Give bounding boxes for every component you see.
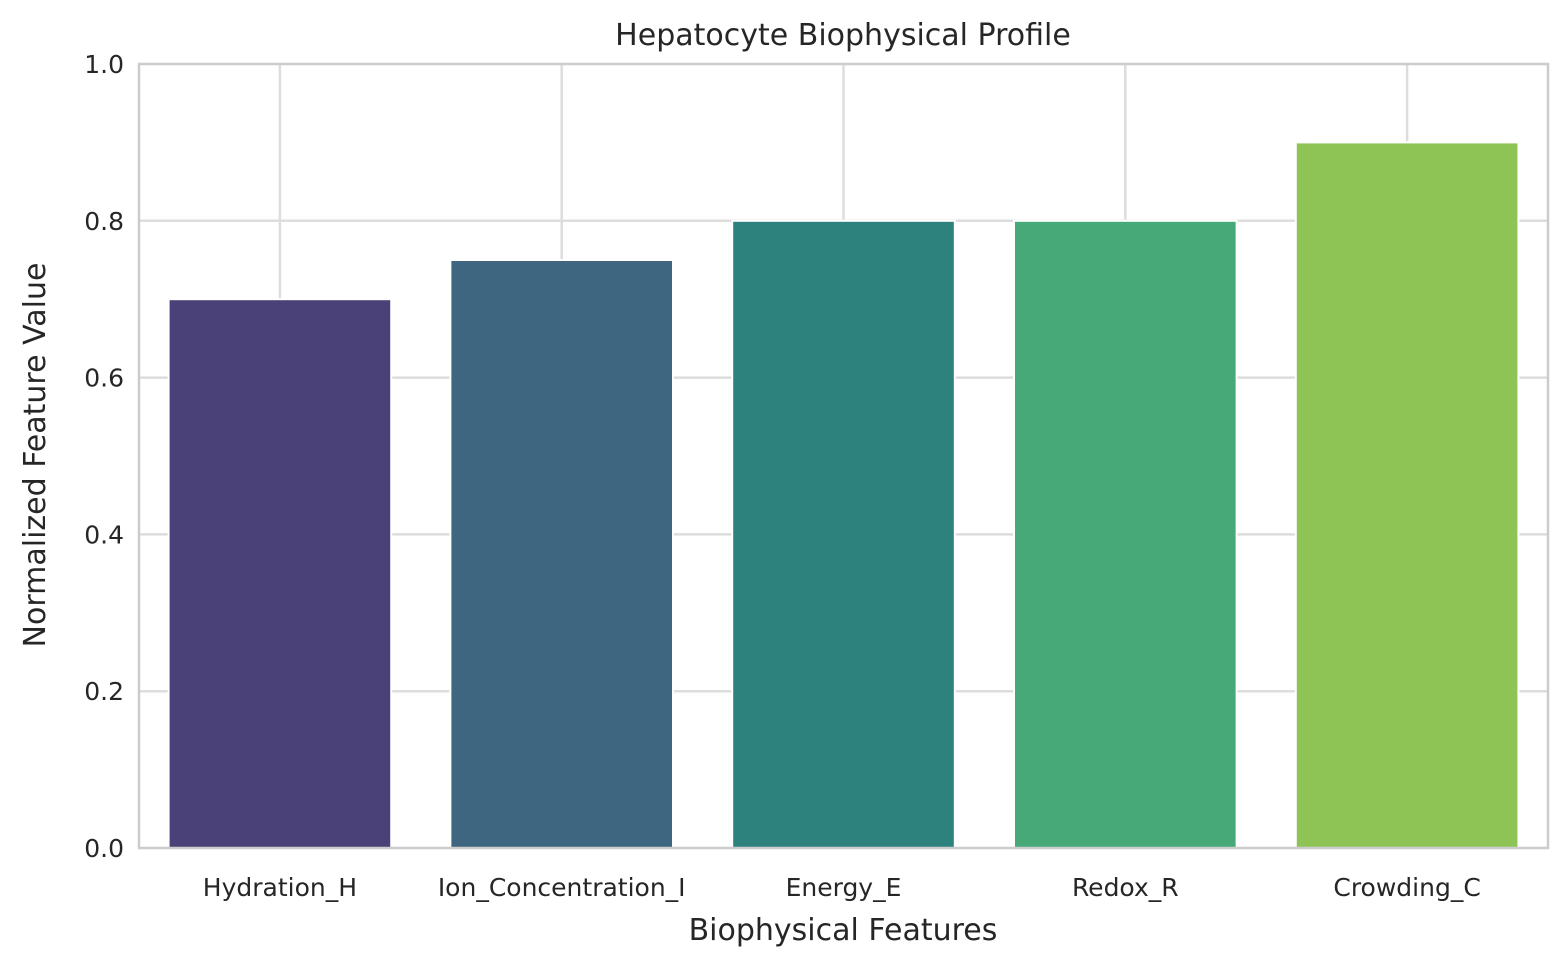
y-tick-labels: 0.0 0.2 0.4 0.6 0.8 1.0	[84, 50, 124, 863]
bar-redox-r	[1012, 219, 1238, 850]
y-tick-label: 0.2	[84, 677, 124, 706]
x-tick-label: Crowding_C	[1333, 873, 1480, 902]
y-axis-title: Normalized Feature Value	[18, 263, 53, 648]
bar-energy-e	[731, 219, 956, 850]
y-tick-label: 0.6	[84, 364, 124, 393]
y-tick-label: 0.0	[84, 834, 124, 863]
chart-title: Hepatocyte Biophysical Profile	[615, 18, 1071, 53]
y-tick-label: 1.0	[84, 50, 124, 79]
x-tick-labels: Hydration_H Ion_Concentration_I Energy_E Re…	[203, 873, 1481, 902]
bars	[167, 141, 1520, 850]
plot-frame	[137, 62, 1550, 850]
y-tick-label: 0.4	[84, 520, 124, 549]
bar-crowding-c	[1294, 141, 1520, 849]
bar-ion-concentration-i	[449, 259, 675, 849]
y-tick-label: 0.8	[84, 207, 124, 236]
x-tick-label: Ion_Concentration_I	[438, 873, 686, 902]
x-tick-label: Energy_E	[786, 873, 902, 902]
x-tick-label: Redox_R	[1072, 873, 1179, 902]
x-axis-title: Biophysical Features	[689, 913, 998, 948]
bar-hydration-h	[167, 298, 393, 849]
x-tick-label: Hydration_H	[203, 873, 357, 902]
